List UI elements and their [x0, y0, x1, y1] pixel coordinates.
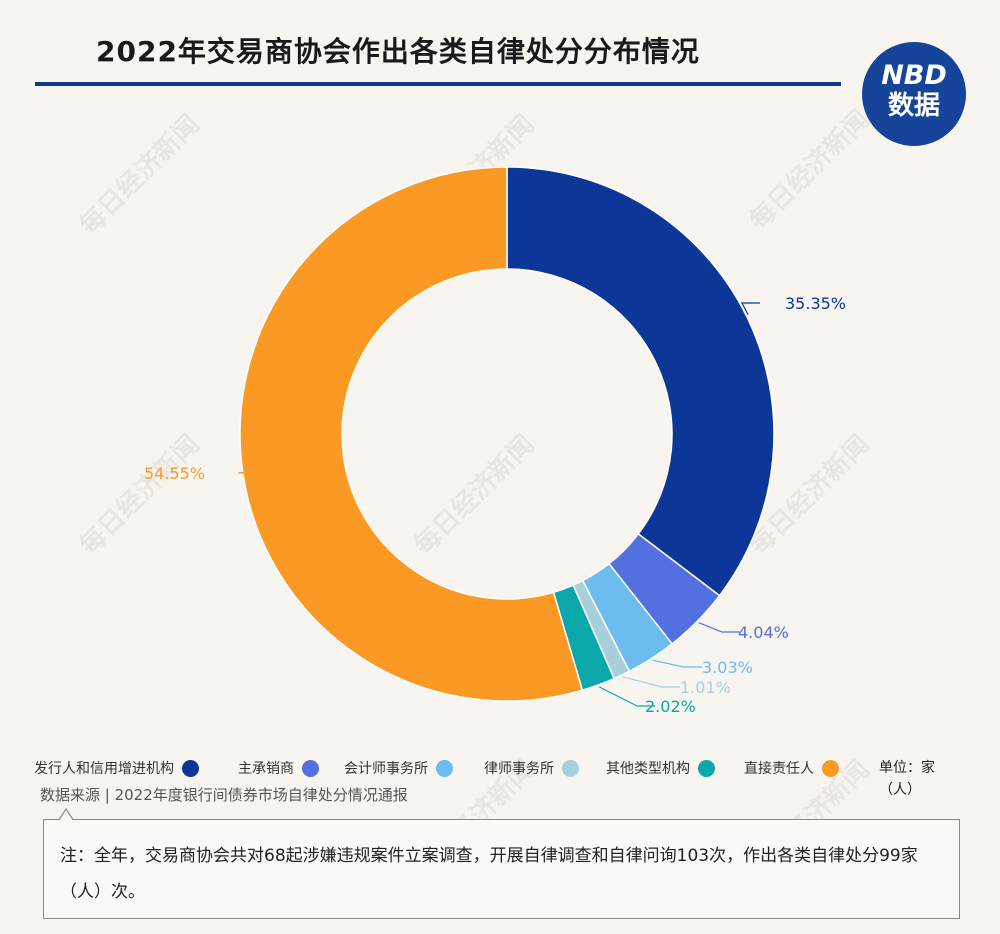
- legend-item: 会计师事务所: [344, 757, 453, 779]
- legend-swatch: [182, 759, 199, 777]
- legend-label: 主承销商: [238, 761, 294, 777]
- logo-line2: 数据: [887, 91, 940, 121]
- note-box: 注：全年，交易商协会共对68起涉嫌违规案件立案调查，开展自律调查和自律问询103…: [43, 808, 960, 919]
- legend-item: 直接责任人: [744, 757, 839, 779]
- data-label: 2.02%: [645, 697, 696, 716]
- note-text: 注：全年，交易商协会共对68起涉嫌违规案件立案调查，开展自律调查和自律问询103…: [60, 846, 918, 902]
- legend-label: 其他类型机构: [606, 761, 690, 777]
- legend-item: 发行人和信用增进机构: [34, 757, 199, 779]
- nbd-logo: NBD 数据: [862, 42, 966, 146]
- note-pointer-inner: [59, 810, 73, 821]
- logo-line1: NBD: [881, 60, 947, 91]
- title-underline: [35, 82, 841, 86]
- label-leader-line: [741, 302, 760, 315]
- label-leader-line: [698, 622, 740, 633]
- label-leader-line: [622, 676, 680, 688]
- legend-swatch: [822, 759, 839, 777]
- legend-swatch: [698, 759, 715, 777]
- data-label: 3.03%: [702, 658, 753, 677]
- label-leader-line: [238, 471, 257, 474]
- page-title: 2022年交易商协会作出各类自律处分分布情况: [96, 35, 700, 68]
- data-label: 1.01%: [680, 678, 731, 697]
- data-source: 数据来源 | 2022年度银行间债券市场自律处分情况通报: [40, 786, 408, 804]
- legend-label: 直接责任人: [744, 761, 814, 777]
- legend-item: 律师事务所: [484, 757, 579, 779]
- legend-swatch: [302, 759, 319, 777]
- data-label: 4.04%: [738, 623, 789, 642]
- label-leader-line: [598, 686, 655, 707]
- legend-label: 会计师事务所: [344, 761, 428, 777]
- legend-label: 发行人和信用增进机构: [34, 761, 174, 777]
- legend-swatch: [562, 759, 579, 777]
- chart-legend: 单位：家（人） 发行人和信用增进机构 主承销商 会计师事务所 律师事务所 其他类型机构 直…: [34, 757, 964, 798]
- legend-label: 律师事务所: [484, 761, 554, 777]
- legend-item: 其他类型机构: [606, 757, 715, 779]
- label-leader-line: [652, 659, 702, 668]
- donut-slice: [239, 166, 584, 702]
- data-label: 35.35%: [785, 294, 846, 313]
- data-label: 54.55%: [144, 464, 205, 483]
- donut-slice: [506, 166, 775, 597]
- unit-label: 单位：家（人）: [879, 760, 935, 798]
- legend-swatch: [436, 759, 453, 777]
- legend-item: 主承销商: [238, 757, 319, 779]
